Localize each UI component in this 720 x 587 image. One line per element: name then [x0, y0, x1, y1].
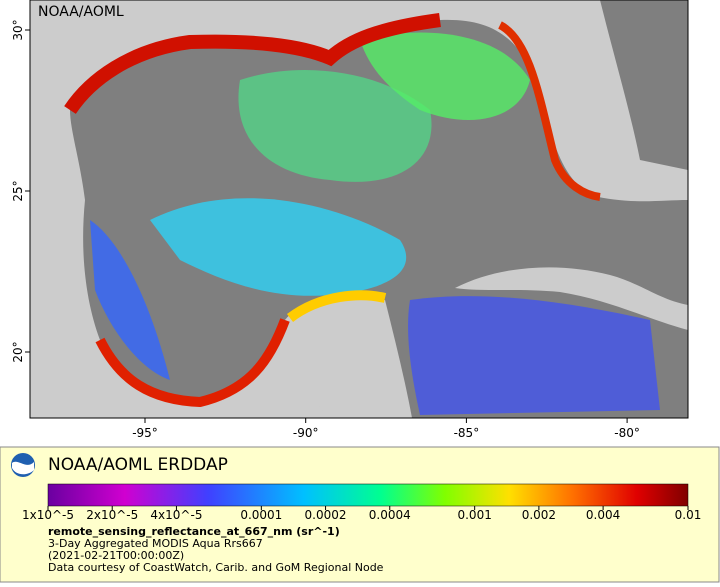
florida-coast	[497, 21, 601, 201]
lon-axis: -95° -90° -85° -80°	[132, 418, 640, 440]
legend-panel	[0, 446, 720, 583]
north-gulf-data	[238, 70, 432, 182]
lat-tick-label: 25°	[11, 180, 25, 201]
caribbean-data	[408, 296, 660, 415]
colorbar-tick-label: 0.0004	[369, 508, 411, 522]
colorbar-tick-label: 0.002	[522, 508, 556, 522]
variable: remote_sensing_reflectance_at_667_nm (sr…	[48, 525, 340, 538]
mexico-coast	[95, 318, 290, 408]
noaa-logo-wave	[12, 461, 34, 475]
lon-tick-label: -80°	[614, 426, 640, 440]
map-area	[30, 0, 688, 418]
atlantic-water	[600, 0, 688, 170]
map-frame	[29, 0, 689, 419]
campeche-bank	[286, 290, 387, 323]
legend-title: NOAA/AOML ERDDAP	[48, 455, 228, 475]
colorbar-tick-label: 4x10^-5	[150, 508, 202, 522]
southwest-data	[90, 220, 170, 380]
lat-tick-label: 30°	[11, 19, 25, 40]
yucatan	[285, 298, 412, 418]
credit: Data courtesy of CoastWatch, Carib. and …	[48, 561, 384, 574]
lon-tick-label: -90°	[293, 426, 319, 440]
colorbar	[47, 483, 689, 507]
colorbar-tick-label: 0.004	[586, 508, 620, 522]
lon-tick-label: -95°	[132, 426, 158, 440]
lon-tick-label: -85°	[454, 426, 480, 440]
colorbar-tick-label: 2x10^-5	[86, 508, 138, 522]
coastal-high	[64, 13, 441, 114]
mid-gulf-data	[150, 198, 407, 296]
colorbar-tick-label: 0.0002	[305, 508, 347, 522]
time: (2021-02-21T00:00:00Z)	[48, 549, 184, 562]
cuba	[455, 267, 688, 330]
colorbar-tick-label: 0.001	[457, 508, 491, 522]
colorbar-ticks: 1x10^-5 2x10^-5 4x10^-5 0.0001 0.0002 0.0004 0…	[22, 506, 701, 522]
colorbar-tick-label: 0.0001	[240, 508, 282, 522]
lat-axis: 30° 25° 20°	[11, 19, 30, 363]
northeast-data	[360, 32, 530, 120]
colorbar-tick-label: 1x10^-5	[22, 508, 74, 522]
description: 3-Day Aggregated MODIS Aqua Rrs667	[48, 537, 263, 550]
map-label: NOAA/AOML	[38, 4, 124, 20]
lat-tick-label: 20°	[11, 341, 25, 362]
colorbar-tick-label: 0.01	[675, 508, 702, 522]
